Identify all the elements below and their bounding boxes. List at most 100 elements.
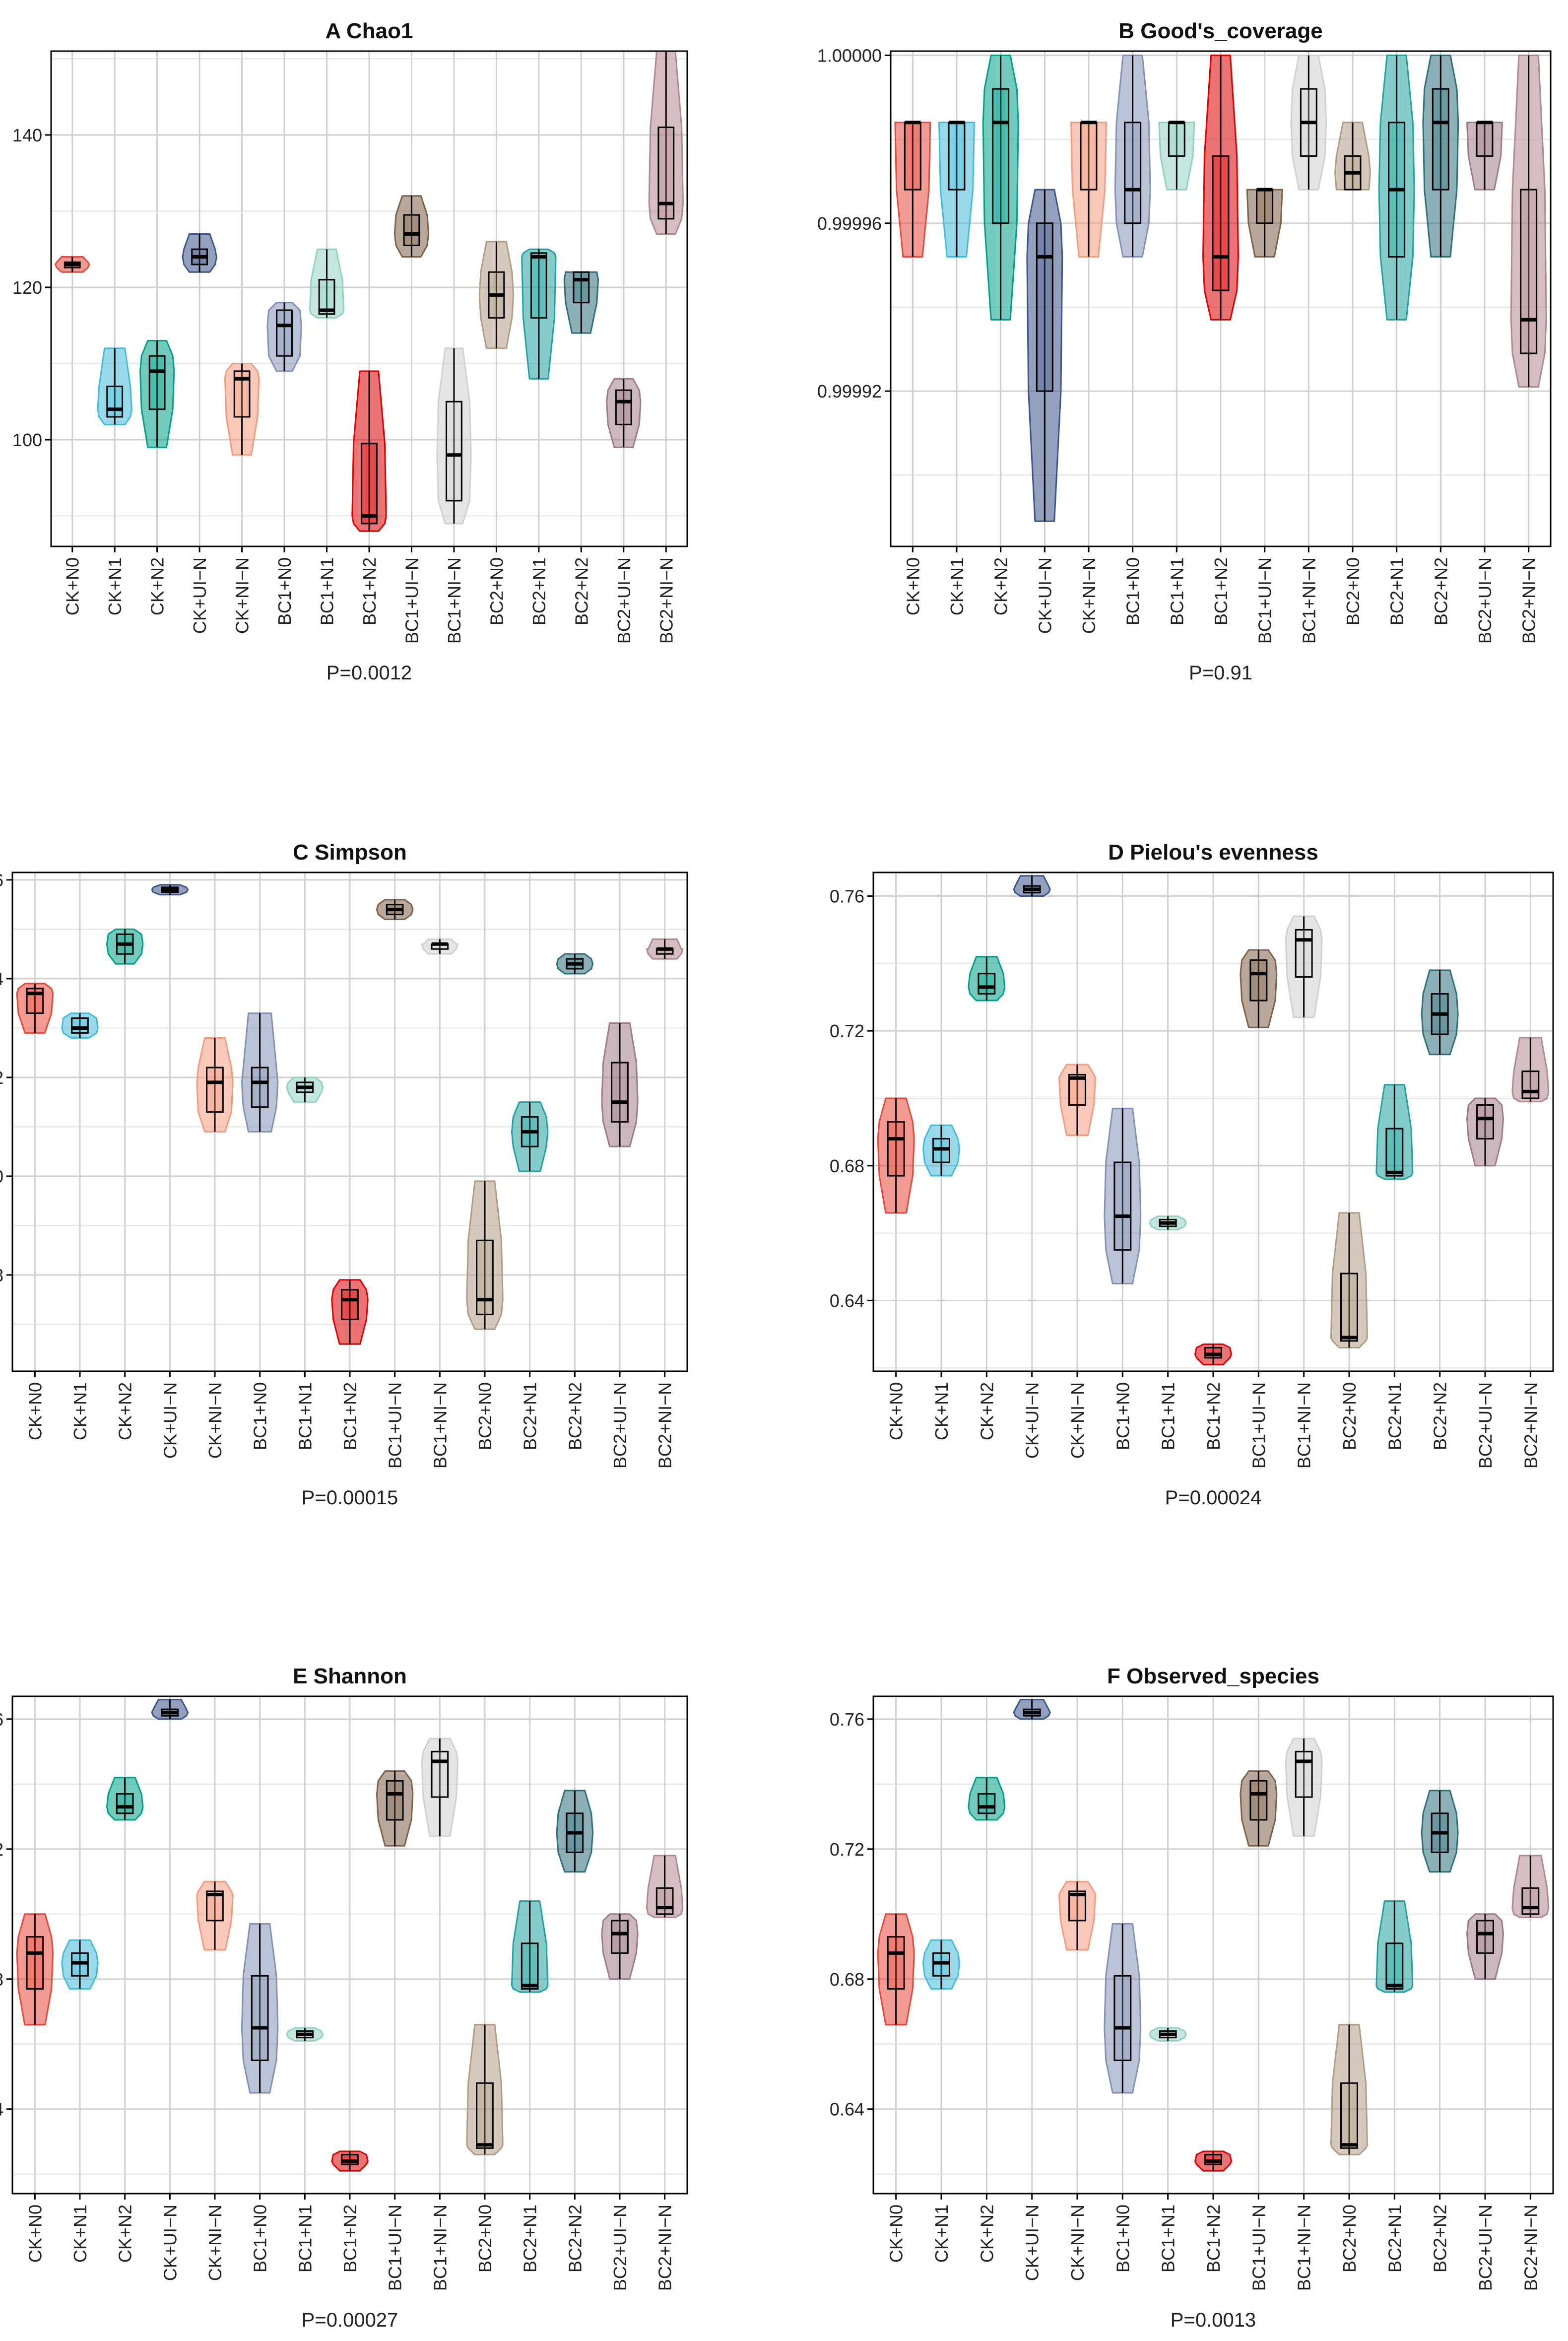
x-tick-label: BC2+NI−N	[655, 2205, 675, 2291]
violin-bc1-n2	[1194, 1343, 1233, 1365]
x-tick-label: BC1+N0	[1112, 1382, 1133, 1450]
y-tick-label: 0.72	[830, 1839, 864, 1860]
x-tick-label: CK+N1	[70, 1382, 90, 1440]
y-tick-label: 0.64	[0, 2099, 3, 2120]
violin-bc1-ni-n	[436, 347, 472, 525]
x-tick-label: CK+UI−N	[1022, 1382, 1043, 1459]
violin-bc2-n1	[1375, 1084, 1414, 1180]
x-tick-label: BC2+N2	[565, 1382, 585, 1450]
violin-ck-ui-n	[1013, 1699, 1051, 1720]
x-tick-label: CK+UI−N	[190, 557, 210, 634]
violin-bc1-n1	[1149, 1215, 1187, 1231]
x-tick-label: BC2+NI−N	[1520, 1382, 1541, 1469]
box-iqr	[251, 1067, 269, 1108]
violin-bc2-ni-n	[646, 1855, 684, 1918]
x-tick-label: BC1+N1	[295, 2205, 315, 2273]
violin-ck-n0	[894, 121, 931, 258]
x-tick-label: BC2+N1	[520, 2205, 540, 2273]
x-tick-label: CK+UI−N	[160, 1382, 180, 1459]
x-tick-label: BC2+UI−N	[614, 557, 634, 644]
violin-ck-ui-n	[182, 233, 217, 273]
violin-bc2-n1	[1375, 1900, 1414, 1993]
violin-bc1-ni-n	[1290, 54, 1327, 191]
violin-bc1-n1	[286, 1076, 324, 1103]
violin-bc2-ui-n	[1466, 1097, 1504, 1167]
violin-bc1-ui-n	[1246, 188, 1283, 258]
violin-ck-ni-n	[196, 1880, 234, 1951]
x-tick-label: BC1+N1	[1167, 557, 1187, 625]
violin-bc1-ui-n	[393, 195, 430, 258]
y-tick-label: 0.99996	[817, 213, 882, 234]
x-tick-label: BC2+N1	[1384, 1382, 1405, 1450]
x-tick-label: BC2+N1	[529, 557, 549, 625]
box-iqr	[361, 443, 378, 525]
panel-d: 0.64 0.68 0.72 0.76 CK+N0 CK+N1 CK+N2 CK+UI−N CK…	[830, 840, 1554, 1509]
x-tick-label: BC1+N2	[1211, 557, 1231, 625]
violin-bc1-n2	[351, 370, 387, 532]
box-iqr	[106, 386, 124, 418]
violin-bc1-n1	[1158, 121, 1195, 191]
p-value-label: P=0.0012	[327, 662, 412, 684]
panel-title: B Good's_coverage	[1118, 19, 1323, 43]
x-tick-label: BC2+N1	[1384, 2205, 1405, 2273]
box-iqr	[341, 1289, 359, 1321]
violin-bc2-n1	[511, 1101, 549, 1172]
x-tick-label: BC1+N0	[1123, 557, 1143, 625]
x-tick-label: BC2+N0	[1339, 2205, 1360, 2273]
x-tick-label: CK+N1	[105, 557, 125, 615]
violin-bc2-n1	[511, 1900, 549, 1993]
box-iqr	[148, 355, 166, 410]
violin-bc2-n1	[521, 248, 557, 380]
box-iqr	[904, 122, 921, 191]
violin-bc2-n2	[556, 1790, 594, 1873]
x-tick-label: BC1+N2	[340, 1382, 360, 1450]
p-value-label: P=0.00027	[302, 2309, 398, 2331]
box-iqr	[992, 88, 1010, 224]
violin-bc1-ui-n	[1240, 949, 1278, 1028]
violin-bc2-n2	[1421, 1790, 1459, 1873]
box-iqr	[1385, 1128, 1404, 1177]
x-tick-label: CK+N2	[115, 1382, 135, 1440]
panel-a: 100 120 140 CK+N0 CK+N1 CK+N2 CK+UI−N CK+NI−N BC…	[12, 19, 688, 684]
box-iqr	[1249, 1780, 1268, 1821]
box-iqr	[1249, 959, 1268, 1002]
box-iqr	[476, 2082, 494, 2149]
violin-bc1-ni-n	[421, 938, 459, 955]
box-iqr	[1036, 222, 1053, 392]
violin-bc2-ni-n	[648, 50, 684, 235]
box-iqr	[318, 279, 335, 315]
x-tick-label: BC1+N2	[1203, 2205, 1224, 2273]
box-iqr	[1124, 122, 1142, 224]
y-tick-label: 0.88	[0, 1265, 3, 1285]
y-tick-label: 100	[12, 430, 42, 450]
x-tick-label: BC2+N0	[486, 557, 507, 625]
x-tick-label: BC1+N1	[295, 1382, 315, 1450]
violin-bc2-n0	[466, 1180, 504, 1330]
x-tick-label: CK+NI−N	[232, 557, 253, 634]
x-tick-label: BC1+N0	[1112, 2205, 1133, 2273]
x-tick-label: CK+N0	[25, 2205, 45, 2263]
p-value-label: P=0.00015	[302, 1487, 398, 1509]
box-iqr	[1113, 1161, 1132, 1251]
violin-bc2-n2	[1422, 54, 1459, 258]
violin-bc1-ni-n	[421, 1738, 459, 1837]
y-tick-label: 0.68	[830, 1156, 864, 1176]
x-tick-label: BC2+N2	[1430, 2205, 1450, 2273]
panel-title: A Chao1	[326, 19, 413, 43]
x-tick-label: BC2+N1	[520, 1382, 540, 1450]
violin-ck-n1	[61, 1939, 99, 1990]
x-tick-label: BC1+N2	[1203, 1382, 1224, 1450]
box-iqr	[1080, 122, 1098, 191]
y-tick-label: 0.99992	[817, 381, 882, 401]
violin-ck-ui-n	[1013, 875, 1051, 897]
panel-title: F Observed_species	[1107, 1664, 1319, 1688]
violin-ck-ni-n	[196, 1037, 234, 1133]
box-iqr	[476, 1239, 494, 1316]
x-tick-label: BC1+UI−N	[385, 1382, 405, 1469]
violin-bc2-ui-n	[601, 1913, 639, 1980]
x-tick-label: CK+N0	[886, 2205, 907, 2263]
panel-c: 0.88 0.90 0.92 0.94 0.96 CK+N0 CK+N1 CK+N2 CK+UI…	[0, 840, 688, 1509]
x-tick-label: BC2+N2	[571, 557, 591, 625]
box-iqr	[1295, 1750, 1313, 1798]
